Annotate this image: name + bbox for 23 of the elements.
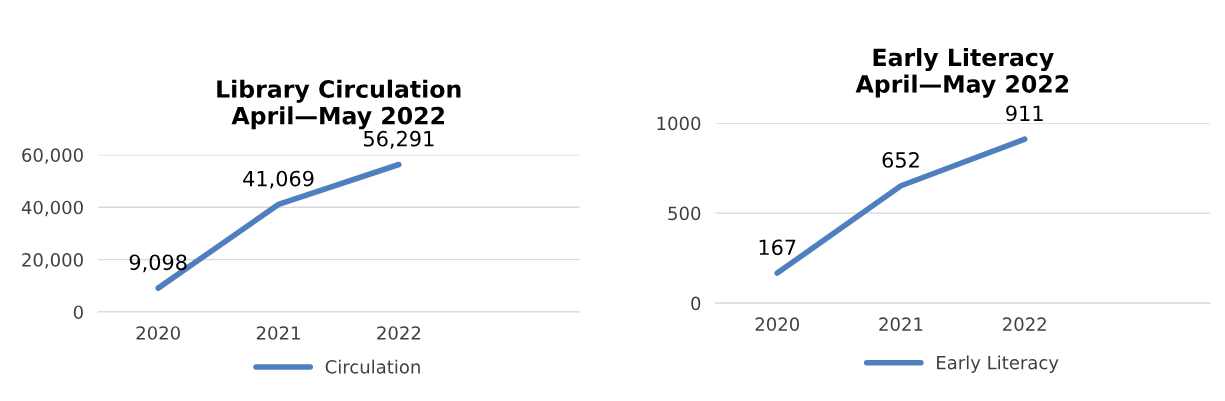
y-tick-label: 40,000 (21, 200, 83, 217)
chart-title: Library Circulation April—May 2022 (217, 79, 461, 130)
x-tick-label: 2021 (256, 326, 300, 340)
text: 41,069 (243, 170, 314, 189)
x-tick-label: 2022 (377, 326, 421, 340)
text: 56,291 (364, 130, 434, 149)
legend-label: Circulation (325, 359, 420, 374)
y-tick-label: 0 (691, 296, 701, 311)
x-tick-label: 2022 (1003, 317, 1046, 332)
chart-title: Early Literacy April—May 2022 (855, 47, 1069, 98)
data-label: 652 (882, 152, 919, 168)
text: 9,098 (129, 254, 187, 273)
x-tick-label: 2020 (755, 317, 800, 332)
x-tick-label: 2021 (879, 317, 923, 332)
x-tick-label: 2020 (136, 326, 180, 340)
data-label: 167 (759, 239, 796, 256)
data-label: 911 (1006, 105, 1043, 122)
y-tick-label: 60,000 (22, 148, 83, 164)
y-tick-label: 1000 (657, 116, 701, 131)
y-tick-label: 20,000 (22, 253, 83, 269)
y-tick-label: 500 (668, 206, 701, 221)
legend-label: Early Literacy (937, 355, 1059, 373)
y-tick-label: 0 (73, 305, 83, 320)
